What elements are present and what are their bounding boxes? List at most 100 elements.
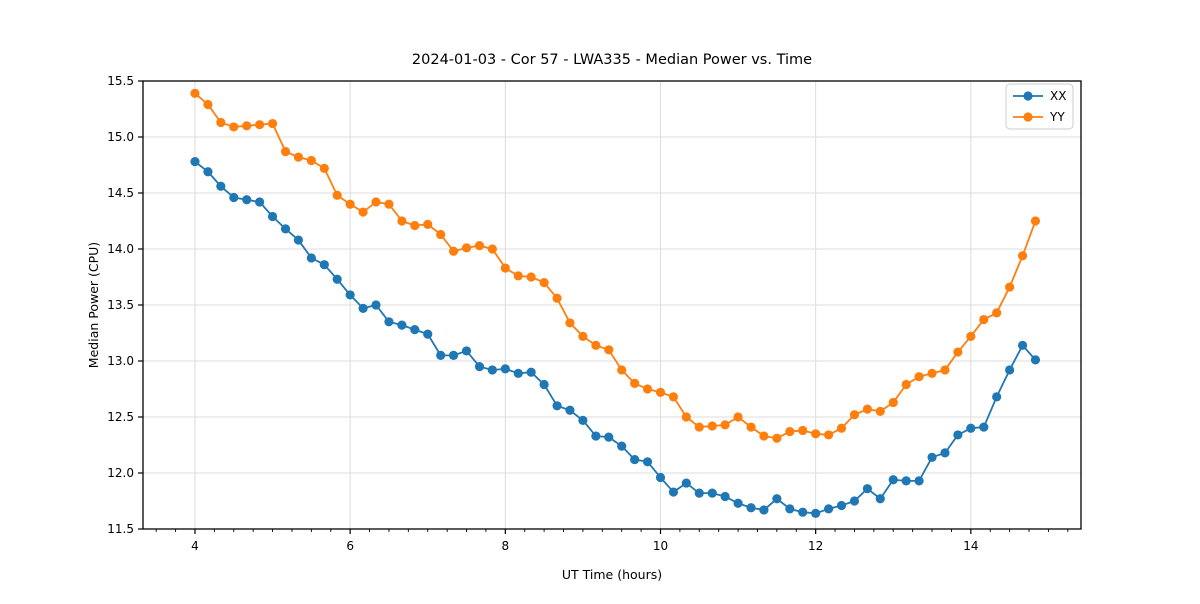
data-point-xx [824, 504, 834, 514]
x-tick-label: 10 [653, 539, 668, 553]
data-point-xx [720, 491, 730, 502]
data-point-xx [1017, 340, 1028, 350]
data-point-yy [875, 406, 885, 416]
data-point-yy [785, 426, 795, 437]
data-point-xx [914, 476, 924, 486]
data-point-yy [1030, 216, 1041, 226]
data-point-yy [630, 378, 640, 388]
data-point-xx [448, 350, 459, 360]
data-point-xx [229, 192, 239, 203]
x-tick-label: 12 [808, 539, 823, 553]
data-point-xx [836, 500, 847, 511]
data-point-yy [280, 146, 291, 157]
legend-marker-xx-icon [1023, 91, 1033, 101]
y-tick-label: 11.5 [107, 522, 134, 536]
data-point-xx [617, 441, 627, 451]
y-tick-label: 14.0 [107, 242, 134, 256]
data-point-yy [229, 122, 239, 132]
data-point-yy [1017, 251, 1028, 261]
data-point-yy [668, 392, 679, 402]
data-point-yy [694, 422, 704, 432]
data-point-xx [668, 487, 679, 497]
legend: XX YY [1005, 83, 1074, 130]
data-point-xx [940, 448, 950, 458]
data-point-xx [474, 362, 485, 372]
data-point-xx [979, 422, 989, 432]
legend-marker-yy-icon [1023, 112, 1033, 122]
data-point-yy [423, 219, 433, 229]
data-point-xx [552, 401, 562, 411]
data-point-yy [798, 425, 808, 436]
data-point-xx [772, 494, 782, 504]
data-point-yy [992, 308, 1002, 318]
data-point-yy [746, 422, 756, 432]
data-point-yy [410, 220, 420, 231]
data-point-yy [436, 229, 446, 240]
data-point-xx [966, 423, 976, 433]
y-tick-label: 13.0 [107, 354, 134, 368]
data-point-xx [1030, 355, 1041, 365]
data-point-yy [642, 384, 653, 394]
data-point-xx [901, 476, 911, 486]
data-point-xx [436, 350, 446, 360]
data-point-yy [862, 404, 873, 414]
data-point-xx [255, 197, 265, 207]
data-point-yy [397, 216, 407, 226]
data-point-yy [513, 271, 523, 281]
data-point-xx [384, 317, 394, 327]
data-point-yy [242, 121, 252, 131]
legend-label-yy: YY [1049, 110, 1065, 124]
y-tick-label: 12.5 [107, 410, 134, 424]
data-point-xx [798, 507, 808, 517]
data-point-yy [293, 152, 304, 162]
x-tick-label: 4 [191, 539, 199, 553]
data-point-yy [539, 278, 549, 288]
axis-tick-labels: 4 6 8 10 12 14 11.5 12.0 12.5 13.0 13.5 14.0 14.5 15.… [107, 74, 978, 553]
data-point-yy [565, 318, 575, 328]
data-point-xx [242, 195, 252, 205]
data-point-yy [824, 430, 834, 440]
data-point-xx [358, 303, 368, 313]
data-point-xx [733, 498, 743, 508]
data-point-xx [539, 379, 549, 390]
data-point-yy [526, 272, 536, 282]
data-point-yy [759, 431, 769, 441]
data-point-yy [927, 368, 937, 378]
data-point-yy [617, 365, 627, 375]
data-series [190, 88, 1041, 518]
data-point-xx [216, 181, 226, 191]
y-axis-label: Median Power (CPU) [86, 242, 101, 368]
data-point-xx [694, 488, 704, 498]
data-point-xx [526, 367, 536, 377]
data-point-xx [604, 432, 614, 442]
series-yy [190, 88, 1041, 443]
data-point-xx [500, 364, 510, 374]
data-point-xx [655, 472, 666, 483]
data-point-xx [410, 325, 420, 335]
data-point-xx [565, 405, 575, 415]
data-point-yy [306, 155, 316, 166]
x-tick-label: 14 [963, 539, 978, 553]
data-point-yy [720, 420, 730, 430]
data-point-yy [888, 397, 898, 408]
data-point-xx [397, 320, 407, 330]
data-point-xx [578, 415, 588, 425]
data-point-yy [811, 429, 821, 439]
data-point-yy [332, 190, 342, 200]
chart-title: 2024-01-03 - Cor 57 - LWA335 - Median Po… [412, 52, 812, 68]
data-point-yy [358, 207, 368, 217]
data-point-yy [345, 199, 355, 209]
data-point-yy [681, 412, 691, 422]
x-tick-label: 6 [346, 539, 354, 553]
data-point-yy [448, 246, 459, 256]
x-tick-label: 8 [502, 539, 510, 553]
data-point-yy [216, 117, 226, 128]
data-point-yy [979, 314, 989, 325]
data-point-xx [203, 167, 213, 177]
data-point-xx [992, 392, 1002, 402]
data-point-yy [190, 88, 200, 98]
data-point-yy [500, 263, 510, 273]
